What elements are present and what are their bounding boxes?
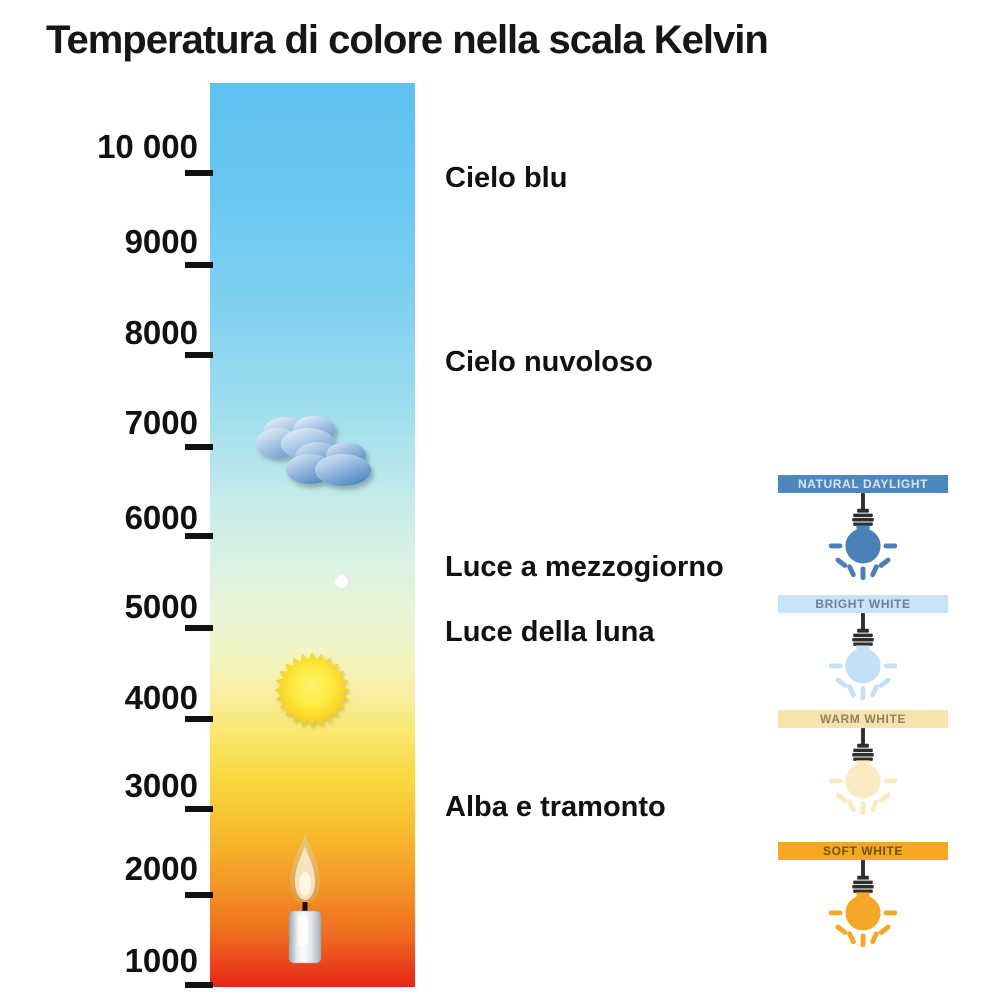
- zone-label-luce-mezzogiorno: Luce a mezzogiorno: [445, 551, 724, 583]
- banner-natural-daylight: NATURAL DAYLIGHT: [778, 475, 948, 493]
- scale-tick-8000: [185, 352, 213, 358]
- lightbulb-icon: [828, 860, 898, 948]
- zone-label-cielo-nuvoloso: Cielo nuvoloso: [445, 346, 653, 378]
- zone-label-cielo-blu: Cielo blu: [445, 162, 568, 194]
- scale-label-2000: 2000: [124, 850, 198, 887]
- scale-label-10000: 10 000: [97, 128, 198, 165]
- page-title: Temperatura di colore nella scala Kelvin: [46, 18, 769, 62]
- scale-label-1000: 1000: [124, 942, 198, 979]
- scale-label-6000: 6000: [124, 499, 198, 536]
- lightbulb-icon: [828, 728, 898, 816]
- scale-tick-2000: [185, 892, 213, 898]
- banner-bright-white: BRIGHT WHITE: [778, 595, 948, 613]
- moon-dot-icon: [335, 575, 348, 588]
- bulb-group-soft-white: SOFT WHITE: [778, 842, 948, 958]
- banner-soft-white: SOFT WHITE: [778, 842, 948, 860]
- scale-tick-7000: [185, 444, 213, 450]
- zone-label-luce-luna: Luce della luna: [445, 616, 655, 648]
- scale-tick-9000: [185, 262, 213, 268]
- scale-label-5000: 5000: [124, 588, 198, 625]
- clouds-icon: [256, 416, 371, 486]
- bulb-group-bright-white: BRIGHT WHITE: [778, 595, 948, 711]
- scale-label-4000: 4000: [124, 679, 198, 716]
- bulb-group-warm-white: WARM WHITE: [778, 710, 948, 826]
- scale-tick-3000: [185, 806, 213, 812]
- sun-icon: [274, 652, 350, 728]
- candle-icon: [288, 834, 322, 964]
- lightbulb-icon: [828, 493, 898, 581]
- bulb-group-natural-daylight: NATURAL DAYLIGHT: [778, 475, 948, 591]
- scale-label-7000: 7000: [124, 404, 198, 441]
- scale-tick-1000: [185, 982, 213, 988]
- zone-label-alba-tramonto: Alba e tramonto: [445, 791, 666, 823]
- scale-label-3000: 3000: [124, 767, 198, 804]
- scale-tick-4000: [185, 716, 213, 722]
- scale-tick-5000: [185, 625, 213, 631]
- lightbulb-icon: [828, 613, 898, 701]
- banner-warm-white: WARM WHITE: [778, 710, 948, 728]
- scale-tick-10000: [185, 170, 213, 176]
- scale-tick-6000: [185, 533, 213, 539]
- scale-label-9000: 9000: [124, 223, 198, 260]
- scale-label-8000: 8000: [124, 314, 198, 351]
- kelvin-gradient-bar: [210, 83, 415, 987]
